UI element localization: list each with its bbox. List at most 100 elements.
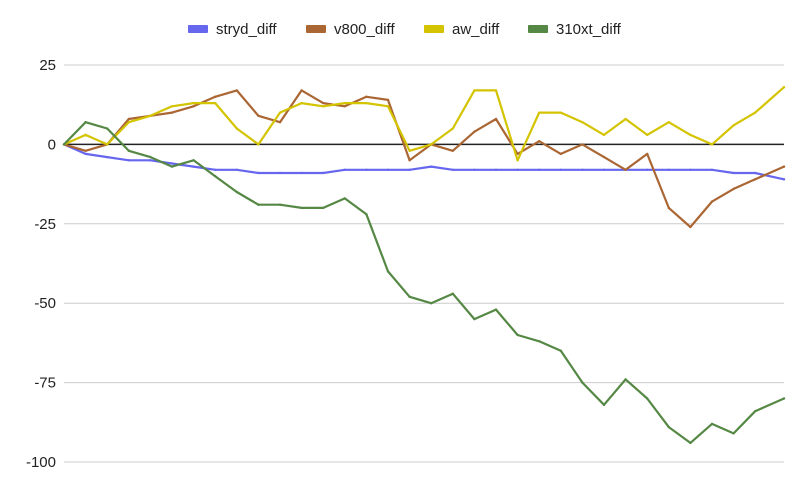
data-point-310xt_diff: [516, 333, 519, 337]
series-group: [62, 86, 786, 445]
legend-label-310xt_diff: 310xt_diff: [556, 21, 622, 38]
data-point-v800_diff: [84, 149, 87, 152]
data-point-aw_diff: [624, 117, 627, 121]
series-line-stryd_diff: [62, 143, 786, 181]
data-point-310xt_diff: [754, 409, 757, 413]
y-tick-label: -75: [34, 375, 56, 392]
gridlines: 25 0 -25 -50 -75 -100: [26, 57, 784, 471]
data-point-310xt_diff: [170, 165, 174, 168]
data-point-v800_diff: [300, 89, 303, 92]
data-point-v800_diff: [689, 225, 692, 229]
data-point-310xt_diff: [106, 127, 109, 130]
data-point-v800_diff: [559, 152, 562, 156]
data-point-v800_diff: [278, 120, 282, 124]
data-point-stryd_diff: [559, 168, 562, 172]
data-point-stryd_diff: [257, 171, 260, 175]
data-point-aw_diff: [646, 133, 649, 137]
legend: stryd_diff v800_diff aw_diff 310xt_diff: [188, 21, 622, 38]
data-point-310xt_diff: [322, 206, 325, 210]
data-point-stryd_diff: [581, 168, 584, 172]
data-point-aw_diff: [732, 124, 735, 127]
data-point-v800_diff: [473, 130, 476, 133]
data-point-310xt_diff: [214, 174, 217, 178]
data-point-v800_diff: [343, 105, 346, 108]
legend-swatch-310xt_diff: [528, 25, 548, 33]
data-point-v800_diff: [782, 165, 786, 168]
y-tick-label: -100: [26, 454, 56, 471]
data-point-stryd_diff: [278, 171, 282, 175]
data-point-v800_diff: [235, 89, 238, 92]
data-point-aw_diff: [386, 105, 390, 108]
data-point-310xt_diff: [84, 120, 87, 124]
data-point-aw_diff: [782, 86, 786, 89]
data-point-stryd_diff: [343, 168, 346, 172]
y-tick-label: -50: [34, 295, 56, 312]
data-point-stryd_diff: [84, 152, 87, 156]
data-point-stryd_diff: [516, 168, 519, 172]
data-point-310xt_diff: [149, 155, 152, 159]
data-point-aw_diff: [235, 127, 238, 130]
data-point-aw_diff: [451, 127, 454, 130]
data-point-aw_diff: [473, 89, 476, 92]
data-point-aw_diff: [559, 111, 562, 114]
data-point-stryd_diff: [408, 168, 411, 172]
data-point-stryd_diff: [538, 168, 541, 172]
data-point-stryd_diff: [710, 168, 714, 172]
legend-label-aw_diff: aw_diff: [452, 21, 500, 38]
data-point-310xt_diff: [602, 403, 606, 407]
data-point-v800_diff: [516, 152, 519, 156]
data-point-310xt_diff: [559, 349, 562, 353]
legend-swatch-aw_diff: [424, 25, 444, 33]
data-point-v800_diff: [408, 159, 411, 162]
data-point-stryd_diff: [473, 168, 476, 172]
data-point-v800_diff: [214, 95, 217, 98]
data-point-310xt_diff: [257, 203, 260, 206]
data-point-stryd_diff: [494, 168, 498, 172]
y-tick-label: -25: [34, 216, 56, 233]
data-point-stryd_diff: [386, 168, 390, 172]
data-point-aw_diff: [322, 105, 325, 108]
data-point-stryd_diff: [782, 178, 786, 181]
legend-label-v800_diff: v800_diff: [334, 21, 395, 38]
data-point-aw_diff: [667, 120, 670, 124]
data-point-310xt_diff: [646, 397, 649, 400]
data-point-310xt_diff: [494, 308, 498, 311]
data-point-stryd_diff: [365, 168, 368, 172]
data-point-aw_diff: [689, 133, 692, 137]
data-point-stryd_diff: [732, 171, 735, 175]
series-line-v800_diff: [62, 89, 786, 229]
data-point-310xt_diff: [386, 270, 390, 273]
data-point-stryd_diff: [170, 162, 174, 165]
data-point-v800_diff: [710, 200, 714, 203]
data-point-310xt_diff: [689, 441, 692, 445]
data-point-aw_diff: [602, 133, 606, 137]
y-tick-label: 0: [48, 136, 56, 153]
data-point-310xt_diff: [408, 295, 411, 299]
data-point-v800_diff: [257, 114, 260, 118]
data-point-v800_diff: [667, 206, 670, 210]
data-point-aw_diff: [408, 149, 411, 152]
data-point-v800_diff: [192, 105, 195, 108]
data-point-v800_diff: [754, 178, 757, 181]
data-point-310xt_diff: [451, 292, 454, 295]
data-point-v800_diff: [451, 149, 454, 152]
data-point-stryd_diff: [667, 168, 670, 172]
data-point-aw_diff: [538, 111, 541, 114]
data-point-v800_diff: [386, 98, 390, 102]
data-point-v800_diff: [322, 101, 325, 105]
data-point-310xt_diff: [782, 397, 786, 400]
data-point-stryd_diff: [646, 168, 649, 172]
data-point-stryd_diff: [149, 159, 152, 162]
series-line-aw_diff: [62, 86, 786, 162]
data-point-310xt_diff: [624, 378, 627, 381]
data-point-aw_diff: [581, 120, 584, 124]
data-point-310xt_diff: [732, 432, 735, 435]
data-point-aw_diff: [494, 89, 498, 92]
data-point-aw_diff: [214, 101, 217, 105]
data-point-v800_diff: [170, 111, 174, 114]
data-point-aw_diff: [192, 101, 195, 105]
legend-swatch-v800_diff: [306, 25, 326, 33]
data-point-310xt_diff: [62, 143, 66, 146]
